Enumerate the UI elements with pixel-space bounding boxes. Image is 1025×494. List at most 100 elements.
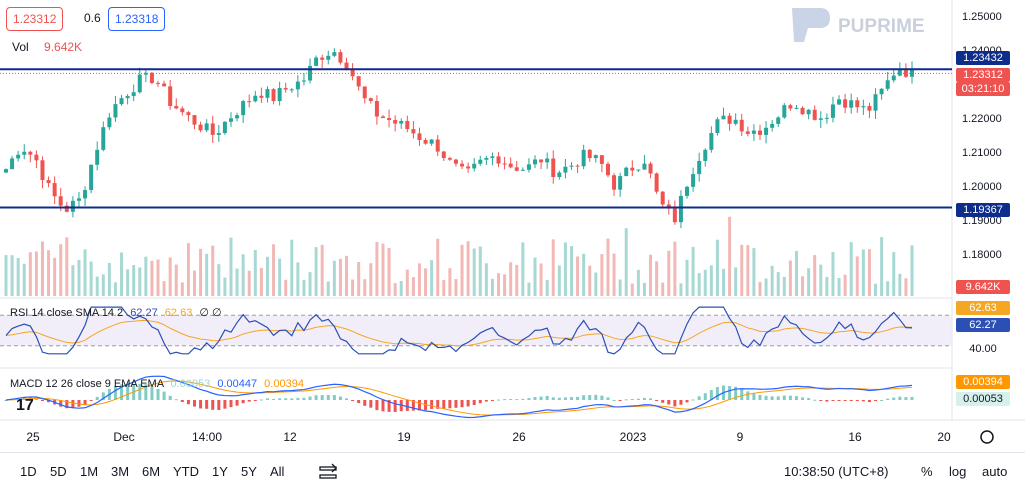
macd-hist-bar <box>691 399 695 401</box>
volume-bar <box>594 272 598 296</box>
macd-hist-bar <box>563 397 567 400</box>
timeframe-5y-button[interactable]: 5Y <box>241 464 257 479</box>
macd-hist-bar <box>630 399 634 401</box>
candle-body <box>52 183 57 197</box>
volume-bar <box>22 263 26 296</box>
volume-bar <box>417 263 421 296</box>
volume-bar <box>345 255 349 296</box>
candle-body <box>405 120 410 130</box>
candle-body <box>64 205 69 212</box>
macd-hist-bar <box>113 385 117 400</box>
volume-bar <box>47 250 51 296</box>
macd-hist-bar <box>59 400 63 407</box>
volume-legend: Vol 9.642K <box>12 40 82 54</box>
macd-hist-bar <box>144 384 148 400</box>
macd-hist-bar <box>770 396 774 400</box>
timeframe-3m-button[interactable]: 3M <box>111 464 130 479</box>
clock-readout[interactable]: 10:38:50 (UTC+8) <box>784 464 889 479</box>
candle-body <box>423 139 428 144</box>
bid-price[interactable]: 1.23312 <box>6 7 64 31</box>
candle-body <box>162 83 167 87</box>
volume-bar <box>466 241 470 296</box>
candle-body <box>739 119 744 132</box>
macd-hist-bar <box>405 400 409 411</box>
timeframe-1y-button[interactable]: 1Y <box>212 464 228 479</box>
volume-bar <box>503 274 507 296</box>
macd-hist-bar <box>910 396 914 400</box>
macd-hist-bar <box>278 398 282 400</box>
price-tick-label: 1.22000 <box>962 113 1002 125</box>
volume-bar <box>843 274 847 296</box>
volume-bar <box>101 274 105 296</box>
macd-hist-bar <box>71 400 75 408</box>
macd-hist-bar <box>241 400 245 404</box>
rsi-title: RSI 14 close SMA 14 2 <box>10 307 124 319</box>
candle-body <box>800 107 805 115</box>
timeframe-5d-button[interactable]: 5D <box>50 464 67 479</box>
candle-body <box>794 107 799 109</box>
auto-toggle[interactable]: auto <box>982 464 1008 479</box>
log-toggle[interactable]: log <box>949 464 967 479</box>
timeframe-all-button[interactable]: All <box>270 464 285 479</box>
candle-body <box>417 133 422 140</box>
candle-body <box>721 115 726 120</box>
timeframe-1m-button[interactable]: 1M <box>80 464 99 479</box>
volume-bar <box>758 281 762 296</box>
macd-hist-bar <box>180 400 184 403</box>
candle-body <box>350 68 355 77</box>
candle-body <box>95 149 100 165</box>
volume-bar <box>229 237 233 296</box>
volume-bar <box>715 239 719 296</box>
candle-body <box>715 119 720 134</box>
volume-bar <box>497 273 501 296</box>
candle-body <box>283 88 288 90</box>
candle-body <box>824 117 829 119</box>
volume-bar <box>77 259 81 296</box>
volume-bar <box>539 263 543 296</box>
rsi-level-label: 40.00 <box>969 343 997 355</box>
candle-body <box>253 95 258 102</box>
macd-hist-bar <box>746 391 750 400</box>
candle-body <box>119 98 124 105</box>
macd-hist-bar <box>697 396 701 400</box>
rsi-sma-line <box>5 319 913 347</box>
candle-body <box>861 106 866 108</box>
macd-hist-bar <box>199 400 203 409</box>
candle-body <box>289 89 294 91</box>
macd-hist-bar <box>703 393 707 400</box>
volume-bar <box>661 282 665 296</box>
timeframe-6m-button[interactable]: 6M <box>142 464 161 479</box>
settings-gear-icon[interactable] <box>980 430 994 444</box>
macd-hist-bar <box>582 395 586 400</box>
timeframe-ytd-button[interactable]: YTD <box>173 464 199 479</box>
compare-range-icon[interactable] <box>318 463 338 483</box>
ask-price[interactable]: 1.23318 <box>108 7 166 31</box>
macd-hist-bar <box>527 398 531 400</box>
macd-hist-bar <box>162 391 166 400</box>
volume-bar <box>235 268 239 296</box>
percent-toggle[interactable]: % <box>921 464 933 479</box>
volume-bar <box>381 243 385 296</box>
price-tick-label: 1.20000 <box>962 181 1002 193</box>
candle-body <box>648 163 653 174</box>
macd-hist-bar <box>588 395 592 400</box>
volume-bar <box>636 269 640 296</box>
timeframe-1d-button[interactable]: 1D <box>20 464 37 479</box>
volume-bar <box>65 237 69 296</box>
candle-body <box>308 65 313 81</box>
volume-bar <box>569 246 573 296</box>
macd-hist-bar <box>794 396 798 400</box>
volume-bar <box>174 264 178 296</box>
macd-signal-line <box>5 380 913 416</box>
macd-hist-bar <box>89 400 93 401</box>
candle-body <box>143 72 148 75</box>
candle-body <box>539 159 544 163</box>
volume-bar <box>411 277 415 296</box>
macd-hist-bar <box>40 400 44 401</box>
macd-hist-bar <box>120 384 124 400</box>
candle-body <box>362 86 367 99</box>
candle-body <box>557 172 562 178</box>
candle-body <box>575 165 580 167</box>
chart-canvas[interactable]: 1.250001.240001.230001.220001.210001.200… <box>0 0 1025 452</box>
volume-bar <box>904 278 908 296</box>
